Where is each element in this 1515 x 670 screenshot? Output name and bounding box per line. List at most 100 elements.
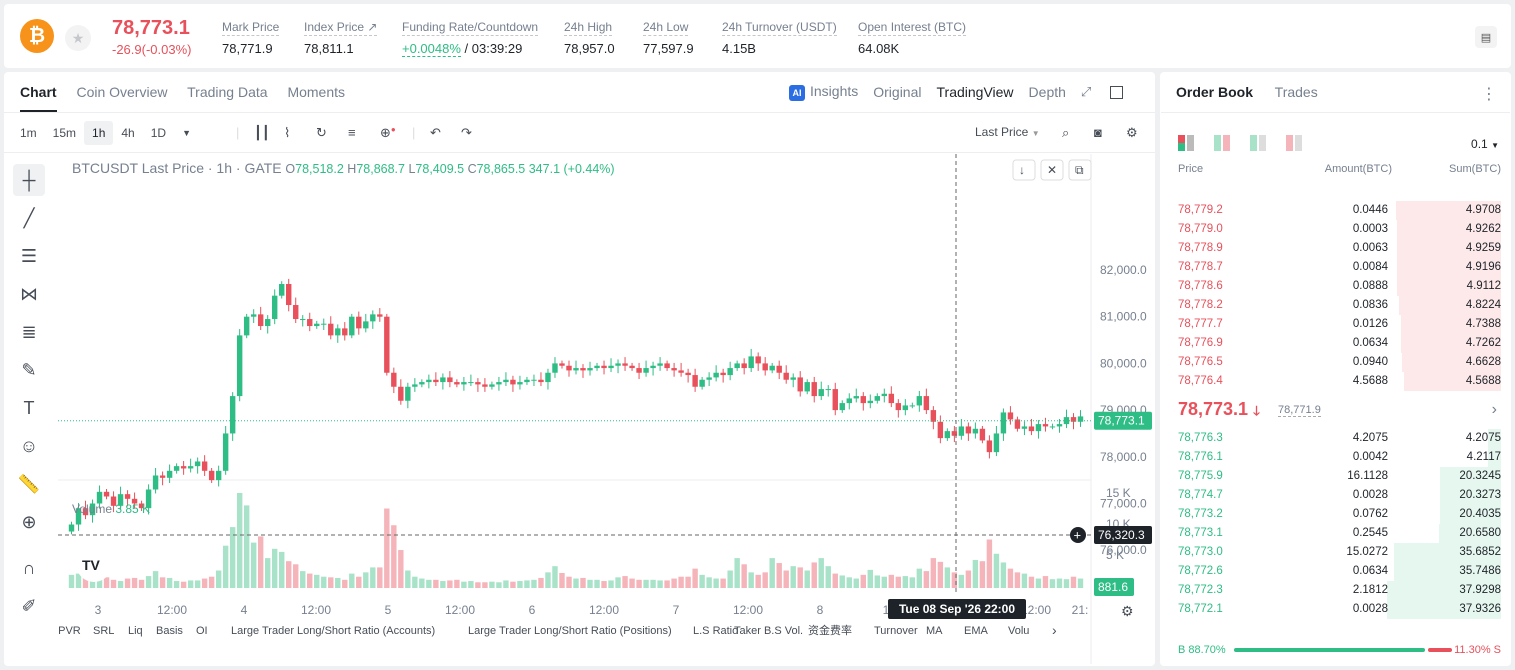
collapse-icon-box[interactable] — [1040, 159, 1064, 181]
text-icon[interactable]: T — [23, 397, 35, 418]
ruler-icon[interactable]: 📏 — [17, 473, 41, 494]
bid-row[interactable]: 78,776.3 4.2075 4.2075 — [1160, 429, 1511, 448]
candle — [699, 379, 705, 387]
camera-icon[interactable]: ◙ — [1094, 125, 1102, 140]
window-icon[interactable] — [1110, 85, 1124, 99]
view-both-alt-icon[interactable] — [1214, 135, 1230, 156]
chevron-right-icon[interactable]: › — [1491, 401, 1497, 418]
tab-coin-overview[interactable]: Coin Overview — [76, 84, 168, 100]
bid-row[interactable]: 78,772.1 0.0028 37.9326 — [1160, 600, 1511, 619]
fib-icon[interactable]: ≣ — [21, 321, 37, 342]
price: 78,777.7 — [1178, 318, 1223, 330]
candle — [75, 508, 82, 525]
template-icon[interactable]: ≡ — [348, 125, 356, 140]
depth-bar — [1387, 600, 1501, 619]
bid-row[interactable]: 78,773.0 15.0272 35.6852 — [1160, 543, 1511, 562]
interval-1h[interactable]: 1h — [84, 121, 114, 145]
undo-icon[interactable]: ↶ — [430, 125, 441, 140]
volume-bar — [720, 578, 726, 588]
chevron-down-icon[interactable]: ▼ — [182, 128, 191, 138]
candle — [867, 400, 873, 404]
trend-line-icon[interactable]: ╱ — [23, 207, 35, 228]
crosshair-icon[interactable]: ┼ — [13, 164, 45, 196]
redo-icon[interactable]: ↷ — [461, 125, 472, 140]
volume-bar — [110, 579, 117, 588]
bid-row[interactable]: 78,776.1 0.0042 4.2117 — [1160, 448, 1511, 467]
interval-15m[interactable]: 15m — [52, 126, 77, 140]
view-asks-icon[interactable] — [1286, 135, 1302, 156]
volume-bar — [314, 574, 320, 588]
ask-row[interactable]: 78,779.0 0.0003 4.9262 — [1160, 220, 1511, 239]
pattern-icon[interactable]: ⋈ — [20, 283, 38, 304]
volume-bar — [257, 536, 264, 588]
interval-1m[interactable]: 1m — [20, 126, 37, 140]
ask-row[interactable]: 78,776.4 4.5688 4.5688 — [1160, 372, 1511, 391]
more-icon[interactable]: ⋮ — [1481, 86, 1497, 103]
stat-index-price[interactable]: Index Price ↗ 78,811.1 — [304, 20, 378, 56]
interval-1d[interactable]: 1D — [150, 126, 167, 140]
expand-icon[interactable]: ⤢ — [1080, 84, 1092, 99]
lock-icon[interactable]: ✐ — [21, 595, 37, 616]
add-alert-icon[interactable] — [1070, 527, 1086, 543]
candlestick-chart[interactable]: 82,000.081,000.080,000.079,000.078,000.0… — [58, 154, 1154, 664]
drawing-toolbar: ┼ ╱ ☰ ⋈ ≣ ✎ T ☺ 📏 ⊕ ∩ ✐ — [4, 154, 56, 666]
price: 78,772.3 — [1178, 584, 1223, 596]
zoom-icon[interactable]: ⊕ — [21, 511, 37, 532]
candle — [734, 363, 740, 369]
ask-row[interactable]: 78,778.9 0.0063 4.9259 — [1160, 239, 1511, 258]
tab-order-book[interactable]: Order Book — [1176, 84, 1254, 100]
price-type-select[interactable]: Last Price ▼ — [975, 125, 1040, 139]
volume-bar — [342, 579, 348, 588]
interval-4h[interactable]: 4h — [121, 126, 135, 140]
emoji-icon[interactable]: ☺ — [19, 435, 39, 456]
ask-row[interactable]: 78,779.2 0.0446 4.9708 — [1160, 201, 1511, 220]
gear-icon[interactable]: ⚙ — [1126, 125, 1138, 140]
volume-bar — [384, 508, 390, 588]
bid-row[interactable]: 78,773.2 0.0762 20.4035 — [1160, 505, 1511, 524]
ask-row[interactable]: 78,776.5 0.0940 4.6628 — [1160, 353, 1511, 372]
tab-insights[interactable]: AI Insights — [789, 83, 858, 101]
ask-row[interactable]: 78,778.6 0.0888 4.9112 — [1160, 277, 1511, 296]
ask-row[interactable]: 78,777.7 0.0126 4.7388 — [1160, 315, 1511, 334]
indicator-6: Large Trader Long/Short Ratio (Positions… — [468, 625, 672, 637]
tab-chart[interactable]: Chart — [20, 84, 57, 112]
magnet-icon[interactable]: ∩ — [22, 557, 36, 578]
arrow-down-icon-box[interactable] — [1012, 159, 1036, 181]
indicator-icon[interactable]: ⌇ — [284, 125, 291, 140]
tab-original[interactable]: Original — [873, 84, 922, 100]
precision-select[interactable]: 0.1 ▼ — [1471, 137, 1499, 151]
depth-bar — [1396, 239, 1501, 258]
ask-row[interactable]: 78,776.9 0.0634 4.7262 — [1160, 334, 1511, 353]
maximize-icon-box[interactable] — [1068, 159, 1092, 181]
volume-legend: Volume 3.85 K — [72, 502, 150, 516]
view-bids-icon[interactable] — [1250, 135, 1266, 156]
interval-bar: 1m 15m 1h 4h 1D ▼ — [12, 121, 199, 145]
candle-type-icon[interactable]: ┃┃ — [254, 125, 270, 140]
book-icon[interactable]: ▤ — [1475, 26, 1497, 48]
add-indicator-icon[interactable]: ⊕● — [380, 125, 396, 140]
tab-tradingview[interactable]: TradingView — [936, 84, 1014, 100]
stat-funding-rate: Funding Rate/Countdown +0.0048% / 03:39:2… — [402, 20, 539, 57]
ask-row[interactable]: 78,778.2 0.0836 4.8224 — [1160, 296, 1511, 315]
volume-bar — [496, 582, 502, 588]
tab-trading-data[interactable]: Trading Data — [187, 84, 268, 100]
tab-depth[interactable]: Depth — [1028, 84, 1066, 100]
tab-trades[interactable]: Trades — [1274, 84, 1318, 100]
replay-icon[interactable]: ↻ — [316, 125, 327, 140]
bid-row[interactable]: 78,773.1 0.2545 20.6580 — [1160, 524, 1511, 543]
bid-row[interactable]: 78,772.3 2.1812 37.9298 — [1160, 581, 1511, 600]
favorite-star-icon[interactable]: ★ — [65, 25, 91, 51]
bid-row[interactable]: 78,774.7 0.0028 20.3273 — [1160, 486, 1511, 505]
bid-row[interactable]: 78,775.9 16.1128 20.3245 — [1160, 467, 1511, 486]
volume-bar — [89, 578, 96, 588]
candle — [510, 379, 516, 385]
search-icon[interactable]: ⌕ — [1062, 125, 1070, 140]
sum: 4.6628 — [1465, 356, 1501, 368]
horizontal-lines-icon[interactable]: ☰ — [20, 245, 38, 266]
view-both-icon[interactable] — [1178, 135, 1194, 156]
ask-row[interactable]: 78,778.7 0.0084 4.9196 — [1160, 258, 1511, 277]
tab-moments[interactable]: Moments — [287, 84, 346, 100]
volume-bar — [706, 577, 712, 588]
brush-icon[interactable]: ✎ — [21, 359, 37, 380]
bid-row[interactable]: 78,772.6 0.0634 35.7486 — [1160, 562, 1511, 581]
